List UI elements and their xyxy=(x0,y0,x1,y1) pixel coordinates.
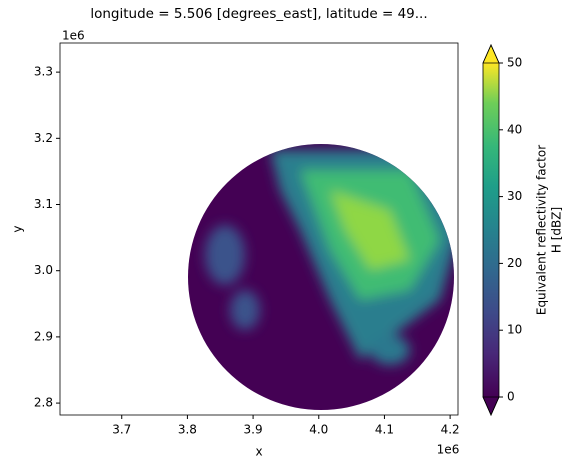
y-tick-label: 2.8 xyxy=(34,396,53,410)
x-tick-label: 4.1 xyxy=(375,423,394,437)
y-axis-label: y xyxy=(11,225,25,232)
y-offset-label: 1e6 xyxy=(62,29,85,43)
colorbar-extend-min xyxy=(482,396,500,416)
colorbar-extend-max xyxy=(482,44,500,64)
y-tick-label: 2.9 xyxy=(34,329,53,343)
colorbar-label: H [dBZ] xyxy=(550,207,564,253)
x-tick-label: 4.0 xyxy=(309,423,328,437)
colorbar-tick-label: 10 xyxy=(507,323,522,337)
colorbar-tick-label: 20 xyxy=(507,256,522,270)
y-tick-label: 3.3 xyxy=(34,65,53,79)
axes-frame xyxy=(59,42,459,416)
colorbar-tick-label: 30 xyxy=(507,189,522,203)
x-tick-label: 3.7 xyxy=(112,423,131,437)
colorbar-tick-label: 50 xyxy=(507,56,522,70)
x-offset-label: 1e6 xyxy=(437,443,460,457)
colorbar-label: Equivalent reflectivity factor xyxy=(535,145,549,315)
x-tick-label: 3.9 xyxy=(244,423,263,437)
x-axis-label: x xyxy=(255,445,262,459)
colorbar xyxy=(483,63,499,397)
x-tick-label: 3.8 xyxy=(178,423,197,437)
y-tick-label: 3.2 xyxy=(34,131,53,145)
x-tick-label: 4.2 xyxy=(441,423,460,437)
chart-title: longitude = 5.506 [degrees_east], latitu… xyxy=(90,6,427,22)
y-tick-label: 3.0 xyxy=(34,263,53,277)
colorbar-tick-label: 0 xyxy=(507,390,515,404)
colorbar-tick-label: 40 xyxy=(507,122,522,136)
radar-field xyxy=(188,144,454,410)
y-tick-label: 3.1 xyxy=(34,197,53,211)
